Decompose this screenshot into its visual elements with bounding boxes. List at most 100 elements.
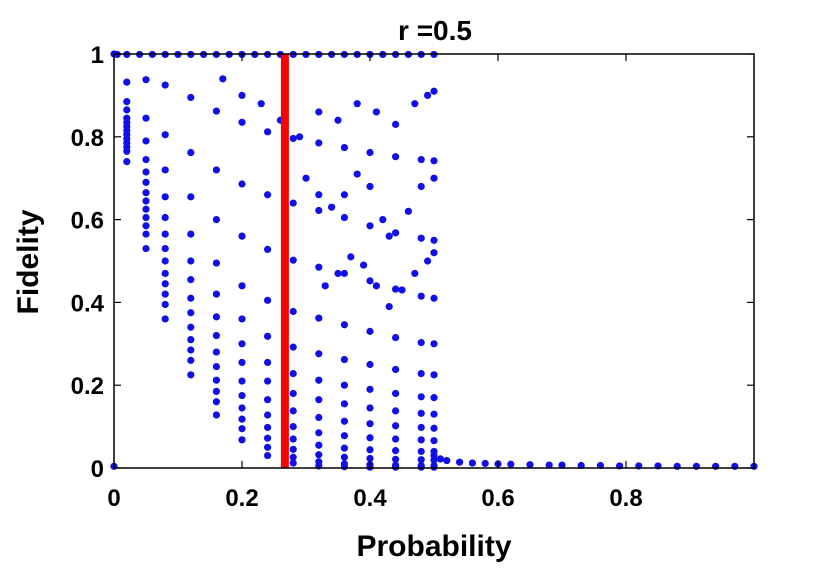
data-point-s8-7 <box>289 423 297 431</box>
data-point-s9-12 <box>417 447 425 456</box>
data-point-s16-4 <box>372 282 380 290</box>
data-point-s17-0 <box>430 451 438 460</box>
data-point-s14-1 <box>238 91 246 99</box>
data-point-s15-7 <box>385 232 393 240</box>
y-axis-ticks: 0 0.2 0.4 0.6 0.8 1 <box>71 42 754 483</box>
data-point-s6-2 <box>161 244 169 253</box>
data-point-s6-13 <box>430 410 438 418</box>
data-point-s3-11 <box>392 333 400 342</box>
data-point-s17-4 <box>468 459 476 467</box>
data-point-s6-6 <box>264 377 272 385</box>
data-point-s0-10 <box>366 148 374 157</box>
data-point-s10-12 <box>417 456 425 464</box>
data-point-s17-8 <box>526 461 534 469</box>
data-point-s3-9 <box>340 321 348 329</box>
data-point-s8-13 <box>430 437 438 445</box>
plot-frame <box>113 53 755 469</box>
data-point-s4-10 <box>366 360 374 369</box>
x-axis-label: Probability <box>356 530 511 563</box>
data-point-s1-2 <box>161 131 169 139</box>
data-point-s0-8 <box>315 139 323 147</box>
data-point-s5-9 <box>340 381 348 389</box>
data-point-s1-3 <box>187 148 195 157</box>
data-point-s2-0 <box>123 106 131 114</box>
data-point-s1-8 <box>315 206 323 215</box>
data-point-s16-1 <box>334 269 342 278</box>
data-point-s14-10 <box>411 100 419 108</box>
data-point-s15-4 <box>353 170 361 178</box>
data-point-s9-2 <box>161 280 169 288</box>
data-point-s2-6 <box>264 245 272 254</box>
data-point-s11-0 <box>123 147 131 155</box>
data-point-s9-3 <box>187 336 195 344</box>
data-point-s9-1 <box>142 213 150 222</box>
data-point-s12-1 <box>142 244 150 253</box>
data-point-s6-5 <box>238 358 246 367</box>
data-point-s0-0 <box>123 78 131 86</box>
data-point-s3-6 <box>264 296 272 304</box>
data-point-s17-9 <box>545 461 553 469</box>
x-tick-label: 0.8 <box>609 485 642 512</box>
data-point-s15-6 <box>379 216 387 224</box>
data-point-s11-5 <box>238 425 246 433</box>
data-point-s3-10 <box>366 327 374 335</box>
data-point-s7-13 <box>430 424 438 432</box>
data-point-s16-9 <box>430 249 438 257</box>
data-point-s16-7 <box>411 269 419 278</box>
y-tick-label: 0.6 <box>71 208 104 235</box>
data-point-s11-4 <box>212 398 220 406</box>
data-point-s16-3 <box>360 261 368 269</box>
data-point-s4-11 <box>392 365 400 374</box>
data-point-s8-2 <box>161 269 169 278</box>
data-point-s12-2 <box>161 315 169 323</box>
data-point-s11-1 <box>142 230 150 238</box>
data-point-s6-4 <box>212 331 220 340</box>
data-point-s2-10 <box>366 277 374 285</box>
data-point-s5-10 <box>366 385 374 393</box>
data-point-s9-6 <box>264 423 272 432</box>
data-point-s11-6 <box>264 443 272 451</box>
data-point-s15-10 <box>430 174 438 182</box>
data-point-s0-9 <box>340 143 348 152</box>
data-point-s5-8 <box>315 376 323 384</box>
data-point-s16-2 <box>347 253 355 261</box>
data-point-s17-10 <box>558 461 566 469</box>
x-tick-label: 0.6 <box>481 485 514 512</box>
data-point-s8-6 <box>264 411 272 419</box>
data-point-s12-9 <box>340 463 348 471</box>
data-point-s0-11 <box>392 153 400 161</box>
data-point-s17-1 <box>436 455 444 463</box>
data-point-s0-12 <box>417 155 425 164</box>
y-tick-label: 1 <box>91 42 104 69</box>
data-point-s6-8 <box>315 396 323 404</box>
data-point-s0-6 <box>264 128 272 136</box>
data-point-s5-12 <box>417 393 425 401</box>
data-point-s10-5 <box>238 415 246 423</box>
data-point-s5-4 <box>212 313 220 321</box>
data-point-s9-4 <box>212 376 220 384</box>
data-point-s6-9 <box>340 400 348 408</box>
data-point-s8-5 <box>238 391 246 400</box>
data-point-s0-13 <box>430 157 438 165</box>
data-point-s4-9 <box>340 355 348 364</box>
data-point-s14-6 <box>334 116 342 124</box>
data-point-s15-2 <box>328 203 336 211</box>
data-point-s6-3 <box>187 294 195 302</box>
data-point-s16-8 <box>424 257 432 265</box>
data-point-s14-8 <box>372 108 380 116</box>
data-point-s12-3 <box>187 371 195 379</box>
data-point-s2-12 <box>417 292 425 300</box>
y-tick-label: 0.4 <box>71 290 105 317</box>
data-point-s15-8 <box>404 207 412 215</box>
data-point-s5-13 <box>430 394 438 402</box>
data-point-s1-10 <box>366 222 374 230</box>
data-point-s10-11 <box>392 455 400 463</box>
data-point-s2-11 <box>392 285 400 293</box>
data-point-s3-12 <box>417 338 425 347</box>
data-point-s9-11 <box>392 447 400 455</box>
data-point-s14-2 <box>257 100 265 108</box>
data-point-s1-12 <box>417 234 425 242</box>
data-point-s17-18 <box>712 462 720 470</box>
data-point-s12-7 <box>289 459 297 467</box>
